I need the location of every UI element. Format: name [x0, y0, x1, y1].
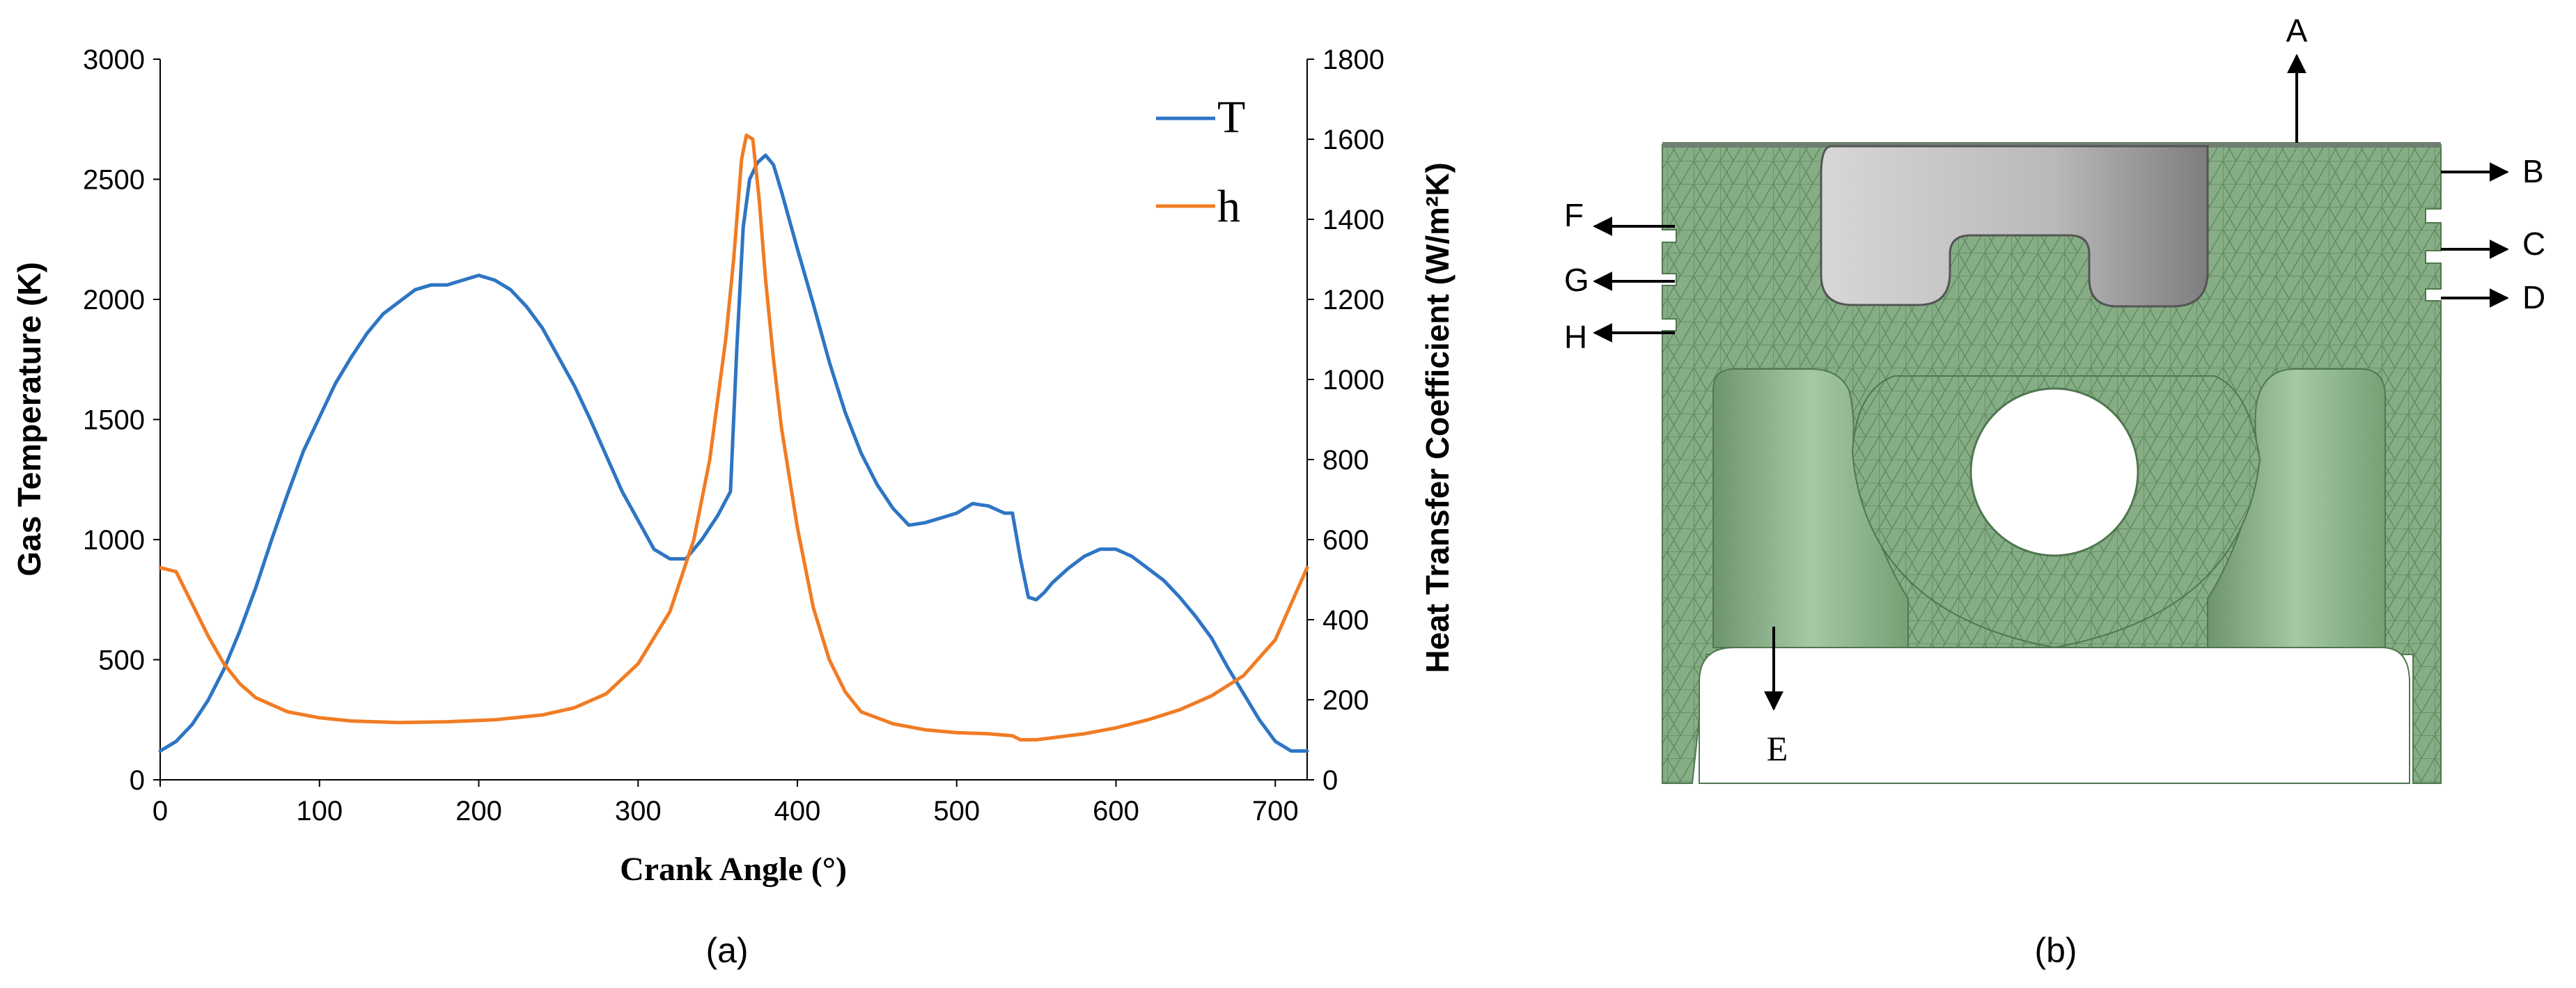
- y2-tick-label: 1200: [1322, 285, 1384, 315]
- chart-panel-a: 0 100 200 300 400 500 600 700 05001000150020002…: [11, 45, 1455, 970]
- y-axis-left-title: Gas Temperature (K): [11, 262, 47, 577]
- x-tick-label: 700: [1252, 796, 1299, 826]
- combustion-bowl: [1820, 145, 2209, 308]
- y-tick-label: 2500: [83, 165, 145, 196]
- caption-a: (a): [705, 931, 748, 970]
- y2-tick-label: 1000: [1322, 365, 1384, 395]
- y-tick-label: 1500: [83, 405, 145, 436]
- label-b: B: [2522, 153, 2544, 189]
- y-tick-label: 1000: [83, 525, 145, 556]
- y2-tick-label: 1800: [1322, 45, 1384, 75]
- legend-label-t: T: [1217, 92, 1245, 143]
- y2-tick-label: 400: [1322, 605, 1369, 636]
- label-f: F: [1564, 197, 1584, 233]
- x-tick-label: 600: [1093, 796, 1139, 826]
- y-axis-right-title: Heat Transfer Coefficient (W/m²K): [1419, 162, 1455, 673]
- y2-tick-label: 600: [1322, 525, 1369, 556]
- left-boss-cavity: [1712, 368, 1909, 648]
- y2-tick-label: 800: [1322, 445, 1369, 476]
- label-a: A: [2286, 13, 2308, 49]
- caption-b: (b): [2034, 931, 2077, 970]
- series-layer: [158, 133, 1309, 753]
- series-line-h: [158, 133, 1309, 742]
- label-h: H: [1564, 319, 1587, 355]
- y-tick-label: 0: [130, 765, 145, 796]
- x-tick-labels: 0 100 200 300 400 500 600 700: [153, 780, 1299, 826]
- label-c: C: [2522, 226, 2545, 262]
- y-tick-label: 2000: [83, 285, 145, 315]
- label-d: D: [2522, 279, 2545, 315]
- y2-tick-label: 200: [1322, 685, 1369, 716]
- y-left-tick-labels: 0 500 1000 1500 2000 2500 3000: [83, 45, 160, 796]
- x-tick-label: 0: [153, 796, 168, 826]
- y2-tick-label: 0: [1322, 765, 1338, 796]
- x-tick-label: 100: [296, 796, 343, 826]
- skirt-opening: [1699, 647, 2410, 784]
- y-right-tick-labels: 0 200 400 600 800 1000 1200 1400 1600 1800: [1307, 45, 1384, 796]
- piston-mesh-diagram: A B C D F G H E (b): [1564, 13, 2545, 970]
- y2-tick-label: 1400: [1322, 205, 1384, 235]
- label-g: G: [1564, 262, 1589, 298]
- legend: T h: [1156, 92, 1245, 232]
- label-e: E: [1767, 729, 1788, 768]
- boundary-arrows: [1593, 54, 2509, 711]
- right-boss-cavity: [2207, 368, 2386, 648]
- y-tick-label: 3000: [83, 45, 145, 75]
- legend-label-h: h: [1217, 181, 1240, 232]
- x-tick-label: 400: [774, 796, 821, 826]
- series-line-t: [158, 153, 1309, 753]
- x-tick-label: 500: [933, 796, 980, 826]
- y2-tick-label: 1600: [1322, 125, 1384, 155]
- y-tick-label: 500: [98, 645, 145, 676]
- x-tick-label: 200: [455, 796, 502, 826]
- x-axis-title: Crank Angle (°): [620, 851, 847, 888]
- pin-hole: [1969, 387, 2139, 557]
- x-tick-label: 300: [615, 796, 662, 826]
